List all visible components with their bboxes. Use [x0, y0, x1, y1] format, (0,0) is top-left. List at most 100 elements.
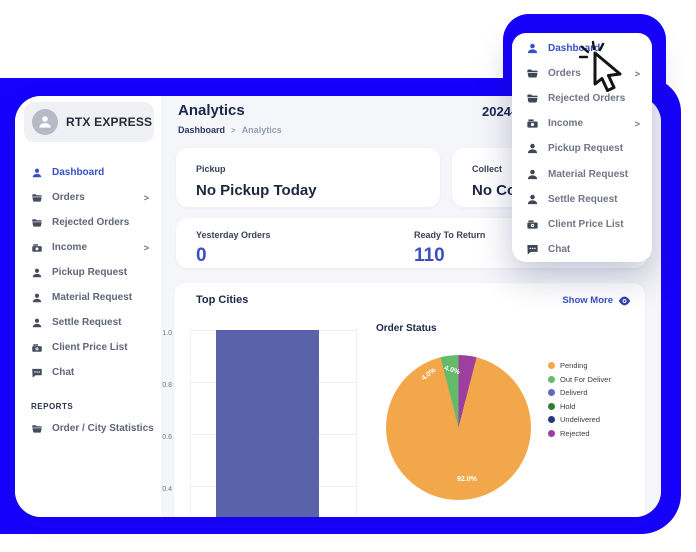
popup-item-item-label: Income — [548, 118, 584, 130]
sidebar-item-item-label: Client Price List — [52, 342, 128, 353]
chat-icon — [526, 243, 539, 256]
pie-label-orange: 92.0% — [457, 476, 477, 483]
sidebar-item-item-label: Settle Request — [52, 317, 122, 328]
legend-dot — [548, 429, 555, 437]
popup-item-item-label: Dashboard — [548, 43, 601, 55]
chevron-right-icon: > — [143, 192, 149, 203]
header-date: 2024- — [482, 104, 516, 119]
breadcrumb-chevron-icon: > — [231, 125, 236, 135]
user-icon — [526, 42, 539, 55]
sidebar-item-material-request[interactable]: Material Request — [15, 285, 161, 310]
chat-icon — [31, 367, 43, 379]
legend-item-deliverd: Deliverd — [548, 388, 611, 397]
legend-dot — [548, 389, 555, 396]
popup-item-item-label: Settle Request — [548, 193, 618, 205]
user-icon — [526, 168, 539, 181]
legend-item-hold: Hold — [548, 402, 611, 411]
avatar — [32, 109, 58, 135]
popup-item-client-price-list[interactable]: Client Price List — [512, 212, 652, 237]
legend-label: Hold — [560, 401, 576, 411]
sidebar-item-chat[interactable]: Chat — [15, 360, 161, 385]
sidebar-item-item-label: Pickup Request — [52, 267, 128, 278]
yesterday-orders-stat: Yesterday Orders 0 — [196, 225, 271, 267]
user-icon — [526, 142, 539, 155]
pie-legend: Pending Out For Deliver Deliverd Hold Undeli… — [548, 361, 611, 438]
sidebar: RTX EXPRESS Dashboard Orders > Rejected Ord… — [15, 96, 162, 517]
page-title: Analytics — [178, 102, 245, 119]
user-icon — [31, 167, 43, 179]
ready-to-return-label: Ready To Return — [414, 230, 486, 240]
legend-label: Rejected — [560, 428, 590, 438]
bar-city-1 — [216, 330, 319, 517]
folder-icon — [31, 217, 43, 229]
sidebar-item-item-label: Income — [52, 242, 88, 253]
legend-dot — [548, 416, 555, 423]
sidebar-item-item-label: Orders — [52, 192, 85, 203]
sidebar-item-orders[interactable]: Orders > — [15, 185, 161, 210]
sidebar-item-settle-request[interactable]: Settle Request — [15, 310, 161, 335]
legend-item-rejected: Rejected — [548, 429, 611, 438]
order-status-title: Order Status — [376, 323, 437, 334]
popup-item-pickup-request[interactable]: Pickup Request — [512, 136, 652, 161]
legend-label: Out For Deliver — [560, 374, 611, 384]
chevron-right-icon: > — [634, 118, 640, 129]
sidebar-item-pickup-request[interactable]: Pickup Request — [15, 260, 161, 285]
popup-item-orders[interactable]: Orders > — [512, 61, 652, 86]
reports-item-item-label: Order / City Statistics — [52, 423, 154, 434]
pickup-card-label: Pickup — [196, 164, 226, 174]
reports-item-order-city-statistics[interactable]: Order / City Statistics — [15, 416, 161, 441]
brand-logo-box: RTX EXPRESS — [24, 102, 154, 142]
sidebar-item-item-label: Dashboard — [52, 167, 105, 178]
popup-item-item-label: Client Price List — [548, 218, 624, 230]
yesterday-orders-label: Yesterday Orders — [196, 230, 271, 240]
income-icon — [31, 242, 43, 254]
popup-item-material-request[interactable]: Material Request — [512, 161, 652, 186]
show-more-button[interactable]: Show More — [562, 295, 631, 306]
yesterday-orders-value: 0 — [196, 245, 207, 266]
popup-item-item-label: Pickup Request — [548, 143, 624, 155]
sidebar-nav: Dashboard Orders > Rejected Orders Income > Pi… — [15, 160, 161, 385]
popup-item-settle-request[interactable]: Settle Request — [512, 187, 652, 212]
popup-item-item-label: Chat — [548, 243, 571, 255]
sidebar-item-item-label: Chat — [52, 367, 75, 378]
pickup-card-value: No Pickup Today — [196, 182, 317, 199]
legend-dot — [548, 375, 555, 383]
sidebar-item-client-price-list[interactable]: Client Price List — [15, 335, 161, 360]
legend-label: Deliverd — [560, 388, 588, 397]
income-icon — [526, 117, 539, 130]
folder-icon — [526, 67, 539, 80]
popup-menu: Dashboard Orders > Rejected Orders Income > Pi… — [512, 33, 652, 262]
popup-item-item-label: Material Request — [548, 168, 629, 180]
order-status-pie-chart — [386, 355, 531, 500]
top-cities-title: Top Cities — [196, 294, 249, 306]
folder-icon — [31, 423, 43, 435]
folder-icon — [526, 92, 539, 105]
sidebar-item-item-label: Material Request — [52, 292, 133, 303]
top-cities-bar-chart — [190, 330, 357, 517]
ready-to-return-value: 110 — [414, 245, 445, 266]
sidebar-item-income[interactable]: Income > — [15, 235, 161, 260]
ready-to-return-stat: Ready To Return 110 — [414, 225, 485, 267]
legend-dot — [548, 402, 555, 410]
popup-item-rejected-orders[interactable]: Rejected Orders — [512, 86, 652, 111]
legend-item-out-for-deliver: Out For Deliver — [548, 375, 611, 384]
user-icon — [31, 292, 43, 304]
legend-label: Undelivered — [560, 415, 601, 424]
legend-label: Pending — [560, 361, 588, 370]
top-cities-card: Top Cities Show More Order Status 4.0% 4… — [162, 283, 645, 517]
popup-item-item-label: Orders — [548, 68, 581, 80]
popup-item-item-label: Rejected Orders — [548, 93, 626, 105]
popup-item-chat[interactable]: Chat — [512, 237, 652, 262]
sidebar-item-dashboard[interactable]: Dashboard — [15, 160, 161, 185]
breadcrumb-dashboard[interactable]: Dashboard — [178, 125, 226, 135]
collect-card-label: Collect — [472, 164, 503, 174]
pricelist-icon — [526, 218, 539, 231]
popup-item-income[interactable]: Income > — [512, 111, 652, 136]
sidebar-item-rejected-orders[interactable]: Rejected Orders — [15, 210, 161, 235]
chevron-right-icon: > — [143, 242, 149, 253]
popup-item-dashboard[interactable]: Dashboard — [512, 36, 652, 61]
user-icon — [31, 317, 43, 329]
reports-section-label: REPORTS — [31, 402, 74, 411]
user-icon — [31, 267, 43, 279]
pickup-card: Pickup No Pickup Today — [176, 148, 440, 207]
